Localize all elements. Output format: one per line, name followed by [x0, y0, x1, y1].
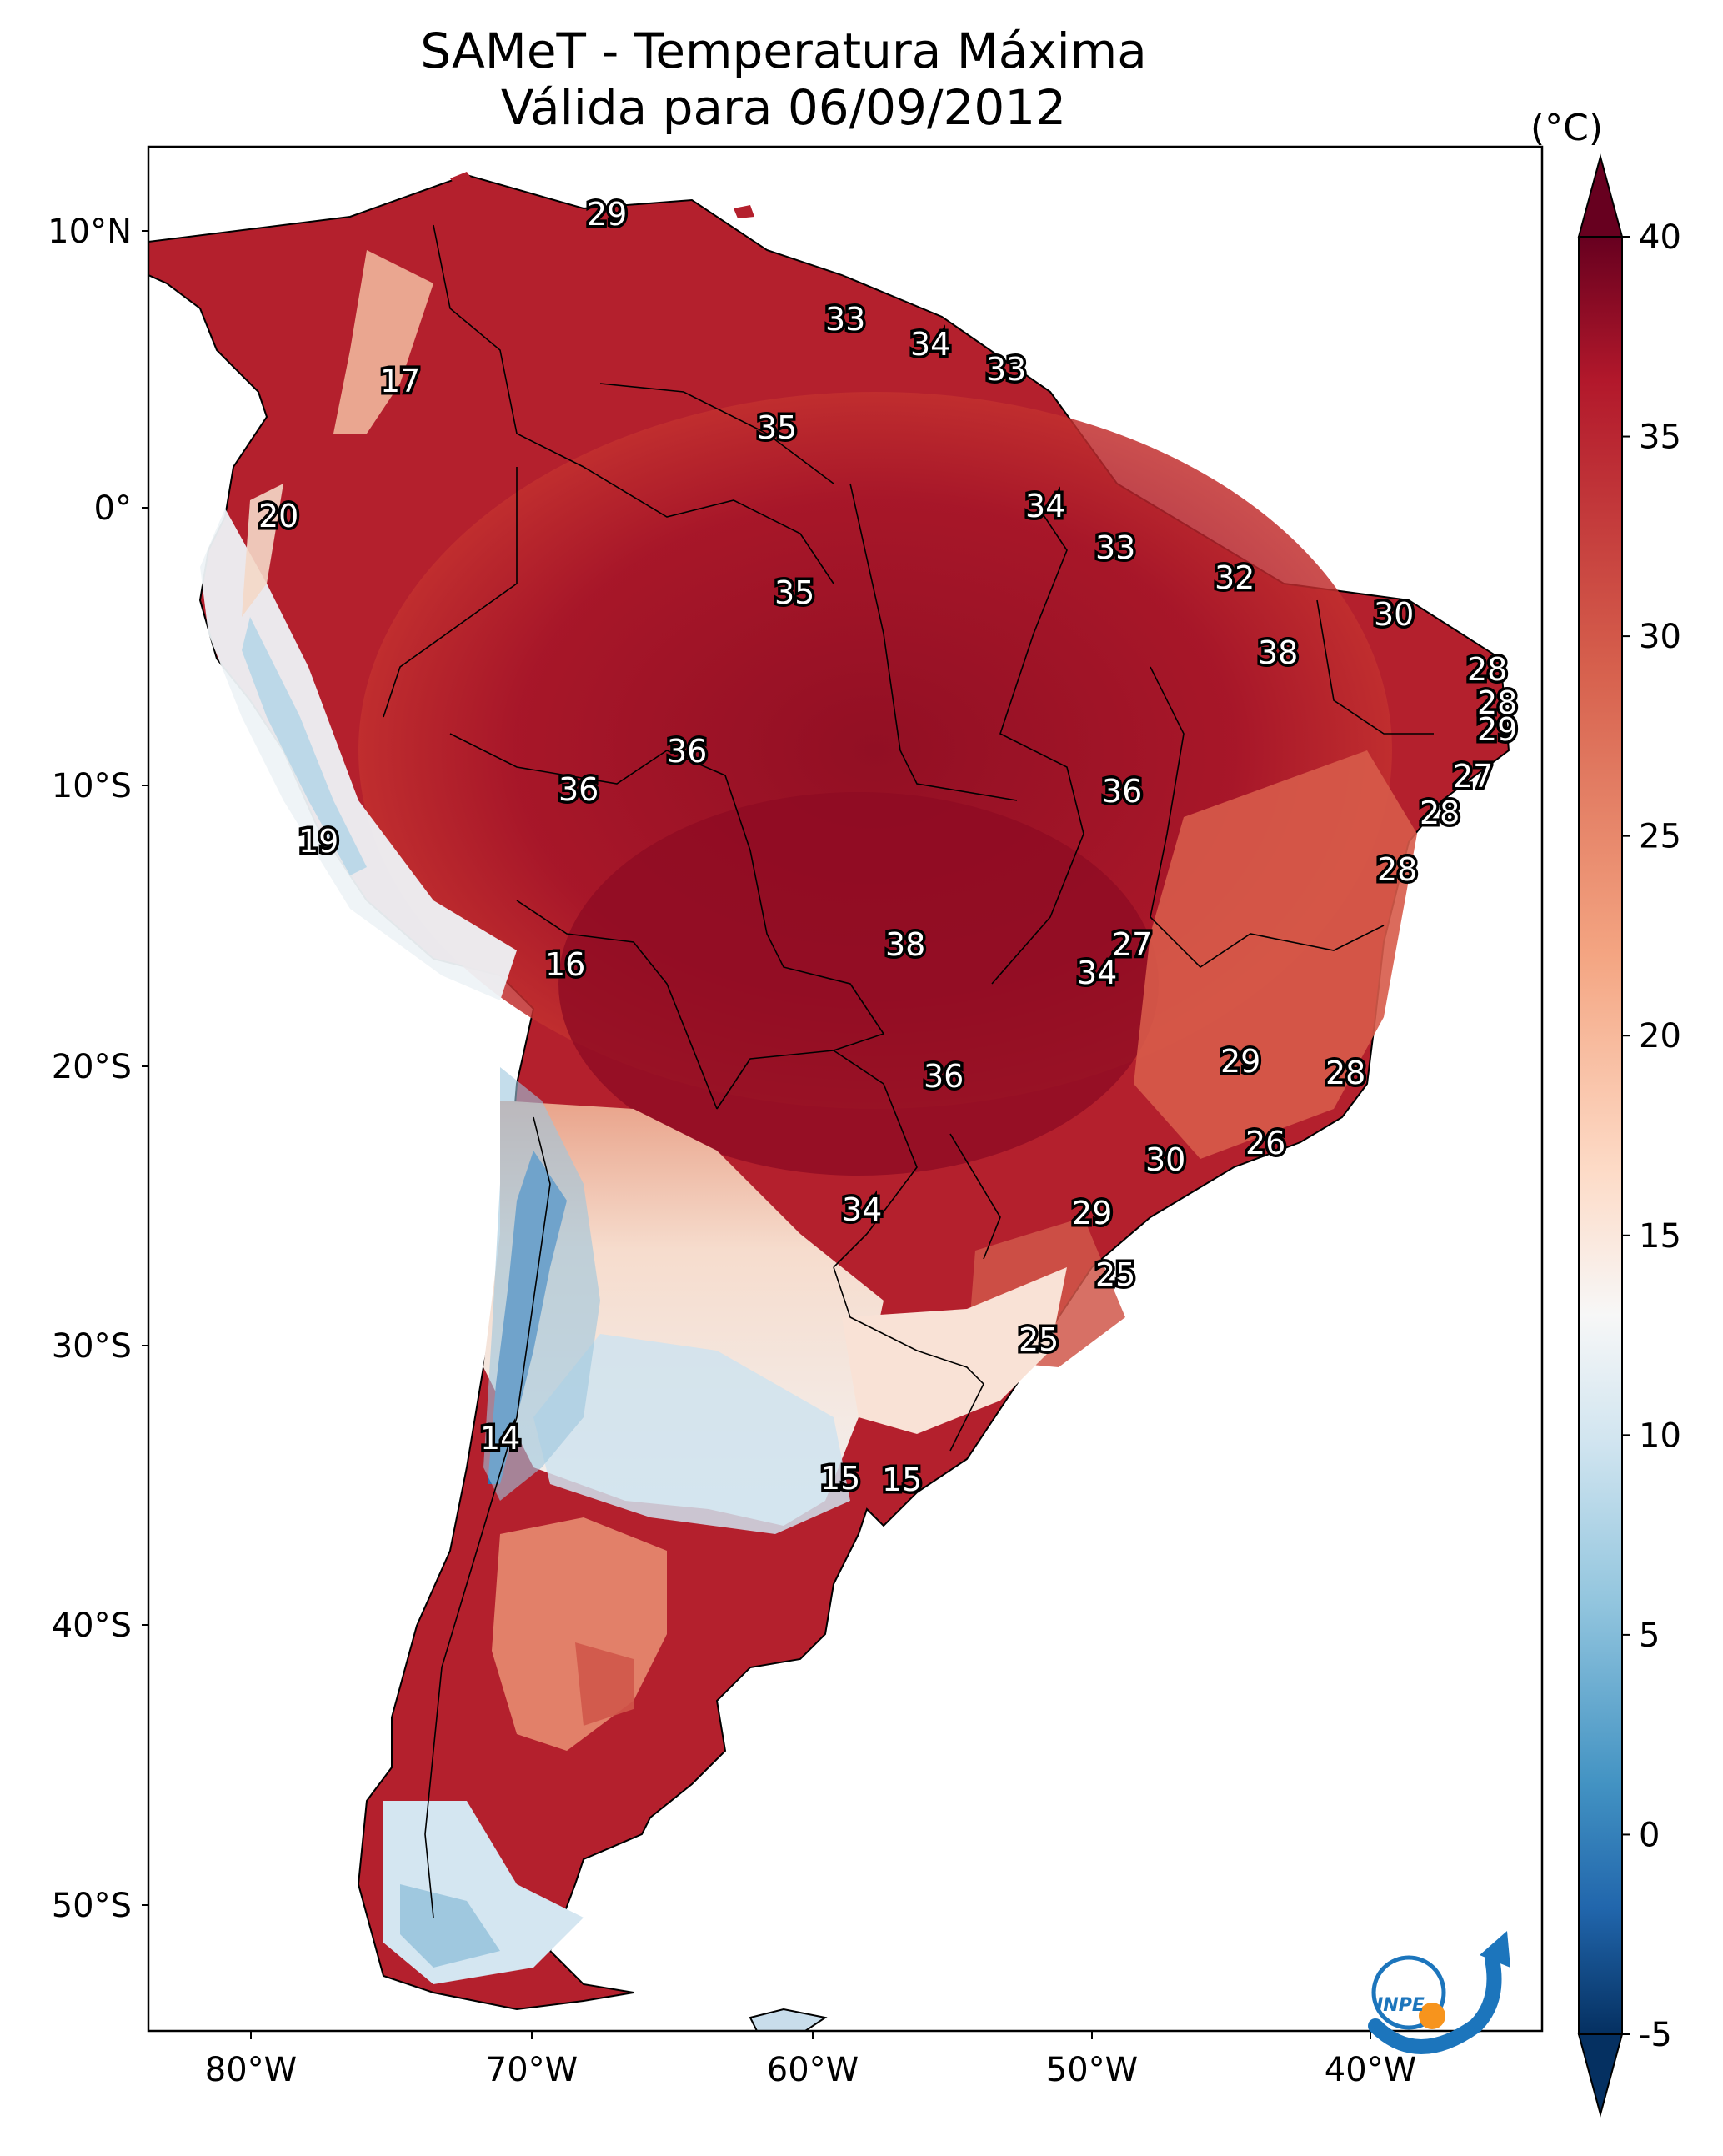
temp-label: 38 — [1258, 634, 1298, 671]
longitude-axis: 80°W 70°W 60°W 50°W 40°W — [205, 2031, 1416, 2089]
temp-label: 28 — [1325, 1055, 1365, 1091]
colorbar-tick-label: 25 — [1639, 818, 1681, 856]
temp-label: 28 — [1420, 795, 1460, 831]
logo-dot — [1419, 2003, 1445, 2029]
temp-label: 38 — [885, 926, 925, 963]
temp-label: 17 — [380, 363, 420, 399]
lat-label: 0° — [94, 489, 132, 528]
temp-label: 29 — [1220, 1043, 1260, 1080]
temp-label: 28 — [1467, 651, 1507, 688]
colorbar-max-arrow — [1577, 153, 1624, 238]
lat-label: 10°S — [52, 767, 132, 805]
temp-label: 36 — [924, 1058, 964, 1095]
colorbar-tick-label: 5 — [1639, 1617, 1660, 1655]
colorbar-tick-label: -5 — [1639, 2016, 1672, 2054]
temp-label: 30 — [1374, 596, 1414, 633]
lat-label: 40°S — [52, 1607, 132, 1645]
colorbar-tick-label: 0 — [1639, 1816, 1660, 1854]
temp-label: 33 — [986, 351, 1026, 388]
country-borders — [383, 224, 1434, 1918]
lon-label: 80°W — [205, 2051, 297, 2089]
temp-label: 19 — [298, 823, 338, 860]
colorbar-gradient — [1578, 236, 1623, 2035]
colorbar-unit: (°C) — [1530, 107, 1604, 149]
temp-label: 20 — [258, 498, 298, 534]
temp-label: 34 — [1025, 488, 1065, 524]
lon-label: 50°W — [1046, 2051, 1138, 2089]
temp-label: 34 — [910, 326, 950, 363]
temp-label: 30 — [1145, 1141, 1185, 1178]
temp-label: 28 — [1377, 851, 1417, 888]
colorbar-tick-label: 40 — [1639, 218, 1681, 257]
lat-label: 50°S — [52, 1887, 132, 1925]
lon-label: 70°W — [486, 2051, 578, 2089]
lat-label: 10°N — [48, 213, 132, 251]
temp-label: 36 — [667, 733, 707, 770]
colorbar-tick-label: 10 — [1639, 1416, 1681, 1455]
temp-label: 36 — [1102, 773, 1142, 810]
temp-label: 34 — [1077, 955, 1117, 991]
colorbar-tick-label: 20 — [1639, 1017, 1681, 1055]
colorbar-tick-label: 15 — [1639, 1217, 1681, 1256]
temp-label: 29 — [1072, 1195, 1112, 1231]
temp-label: 29 — [587, 196, 627, 233]
inpe-logo: INPE — [1368, 1931, 1510, 2054]
temperature-field — [148, 147, 1542, 2031]
temp-label: 28 — [1477, 684, 1517, 721]
colorbar: 40 35 30 25 20 15 10 5 0 -5 — [1577, 153, 1681, 2118]
temp-label: 35 — [774, 574, 814, 611]
latitude-axis: 10°N 0° 10°S 20°S 30°S 40°S 50°S — [48, 213, 148, 1925]
temp-label: 35 — [757, 409, 797, 446]
map-frame — [147, 145, 1544, 2033]
temp-label: 33 — [825, 301, 865, 338]
lon-label: 60°W — [767, 2051, 859, 2089]
temp-label: 36 — [558, 771, 599, 808]
temp-label: 32 — [1215, 559, 1255, 596]
temp-label: 15 — [820, 1460, 860, 1497]
colorbar-tick-label: 35 — [1639, 419, 1681, 457]
temp-label: 27 — [1453, 758, 1493, 795]
temp-label: 25 — [1019, 1321, 1059, 1358]
temperature-labels: 29 33 34 33 17 35 20 34 33 35 32 30 38 2… — [256, 193, 1520, 1502]
temp-label: 14 — [480, 1420, 520, 1457]
colorbar-min-arrow — [1577, 2033, 1624, 2118]
temp-label: 29 — [1477, 711, 1517, 748]
map-title: SAMeT - Temperatura Máxima — [420, 23, 1147, 79]
colorbar-tick-label: 30 — [1639, 618, 1681, 656]
temp-label: 25 — [1095, 1256, 1135, 1293]
logo-text: INPE — [1376, 1995, 1425, 2016]
map-subtitle: Válida para 06/09/2012 — [500, 79, 1067, 136]
temp-label: 34 — [842, 1191, 882, 1228]
temp-label: 16 — [545, 946, 585, 983]
lat-label: 20°S — [52, 1048, 132, 1086]
temp-label: 33 — [1095, 529, 1135, 566]
lat-label: 30°S — [52, 1327, 132, 1366]
temp-label: 26 — [1245, 1125, 1285, 1161]
temp-label: 27 — [1112, 926, 1152, 963]
temp-label: 15 — [882, 1462, 922, 1498]
lon-label: 40°W — [1325, 2051, 1416, 2089]
